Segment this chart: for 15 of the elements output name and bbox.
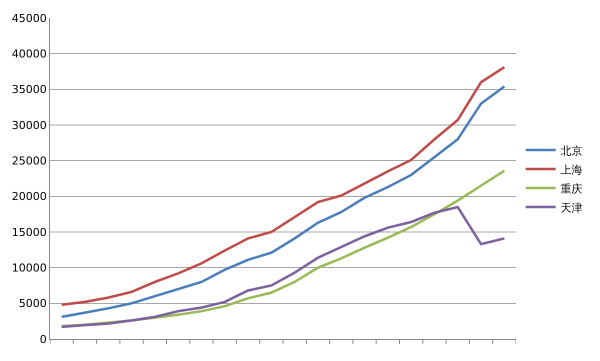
line-series (60, 206, 506, 328)
y-tick-label: 20000 (12, 190, 47, 204)
y-tick-label: 30000 (12, 118, 47, 132)
y-tick-label: 35000 (12, 83, 47, 96)
y-tick-label: 45000 (12, 12, 47, 25)
legend-label: 重庆 (560, 182, 583, 196)
y-tick-label: 10000 (12, 262, 47, 275)
y-tick-label: 40000 (12, 48, 47, 61)
y-tick-label: 0 (40, 332, 47, 346)
legend-label: 上海 (560, 163, 583, 176)
y-tick-label: 15000 (12, 226, 47, 239)
y-tick-label: 5000 (18, 297, 47, 310)
legend-label: 天津 (560, 201, 583, 214)
y-tick-label: 25000 (12, 154, 47, 168)
legend-label: 北京 (560, 144, 583, 158)
